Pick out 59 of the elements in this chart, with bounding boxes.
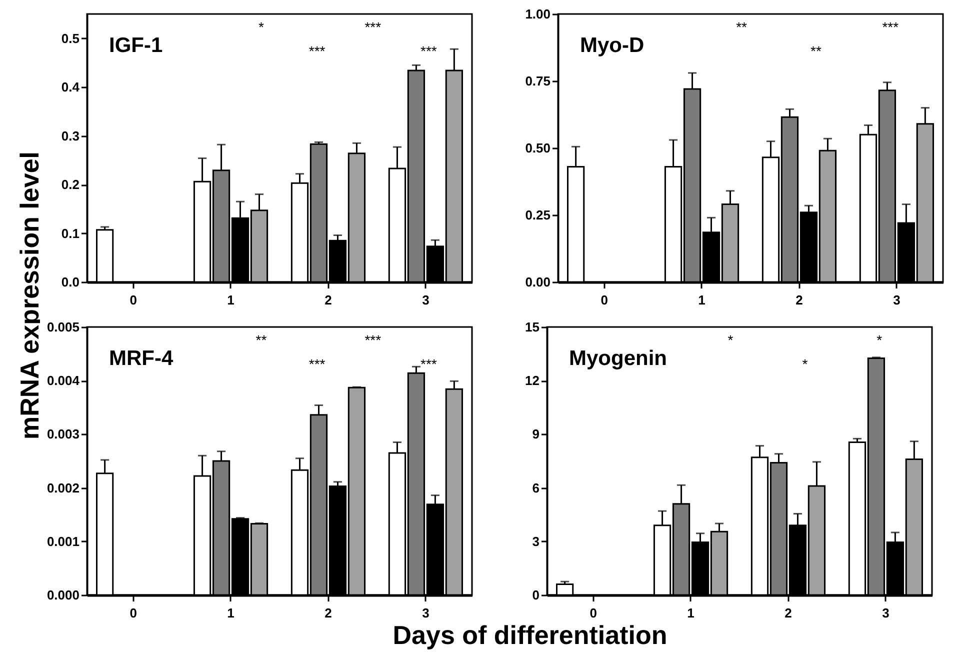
text: MRF-4 bbox=[109, 347, 174, 370]
x-tick-label: 2 bbox=[784, 606, 792, 620]
y-tick-label: 0.50 bbox=[525, 140, 550, 156]
y-tick-label: 0.25 bbox=[525, 208, 550, 222]
x-tick-label: 0 bbox=[600, 292, 608, 308]
x-tick-label: 1 bbox=[227, 606, 234, 620]
y-tick-label: 3 bbox=[532, 534, 540, 549]
x-tick-label: 2 bbox=[324, 292, 332, 308]
annotation: * bbox=[728, 332, 734, 348]
y-tick-label: 15 bbox=[525, 320, 540, 334]
y-tick-label: 12 bbox=[525, 373, 540, 388]
y-tick-label: 0.1 bbox=[61, 226, 80, 241]
text: Myogenin bbox=[569, 347, 667, 370]
annotation: *** bbox=[364, 19, 382, 35]
y-tick-label: 0 bbox=[532, 588, 540, 602]
annotation: ** bbox=[810, 43, 822, 59]
y-tick-label: 0.5 bbox=[61, 30, 80, 46]
annotation: * bbox=[876, 332, 883, 348]
x-axis-title: Days of differentiation bbox=[392, 620, 668, 651]
text: Myo-D bbox=[580, 34, 644, 57]
y-tick-label: 0.001 bbox=[46, 534, 80, 549]
x-tick-label: 2 bbox=[324, 606, 332, 620]
x-tick-label: 1 bbox=[227, 292, 234, 308]
text: IGF-1 bbox=[109, 34, 163, 57]
y-tick-label: 6 bbox=[532, 480, 540, 496]
y-tick-label: 0.005 bbox=[46, 320, 80, 334]
y-tick-label: 9 bbox=[532, 426, 540, 442]
y-tick-label: 1.00 bbox=[525, 6, 550, 22]
annotation: *** bbox=[308, 356, 326, 372]
annotation: *** bbox=[364, 332, 382, 348]
y-tick-label: 0.75 bbox=[525, 74, 550, 88]
annotation: *** bbox=[420, 356, 438, 372]
annotation: *** bbox=[420, 43, 438, 59]
x-tick-label: 1 bbox=[698, 292, 706, 308]
y-axis-title: mRNA expression level bbox=[14, 150, 46, 440]
x-tick-label: 0 bbox=[130, 292, 137, 308]
annotation: ** bbox=[256, 332, 268, 348]
x-tick-label: 0 bbox=[130, 606, 137, 620]
x-tick-label: 0 bbox=[590, 606, 597, 620]
y-tick-label: 0.003 bbox=[46, 426, 80, 442]
x-tick-label: 3 bbox=[422, 292, 430, 308]
annotation: *** bbox=[308, 43, 326, 59]
y-tick-label: 0.004 bbox=[46, 373, 80, 388]
y-tick-label: 0.000 bbox=[46, 588, 80, 602]
y-tick-label: 0.2 bbox=[61, 177, 80, 192]
x-tick-label: 3 bbox=[882, 606, 890, 620]
annotation: * bbox=[258, 19, 264, 35]
x-tick-label: 2 bbox=[796, 292, 803, 308]
y-tick-label: 0.4 bbox=[61, 80, 80, 95]
x-tick-label: 1 bbox=[687, 606, 694, 620]
annotation: ** bbox=[736, 19, 748, 35]
x-tick-label: 3 bbox=[893, 292, 900, 308]
y-tick-label: 0.002 bbox=[46, 480, 80, 496]
annotation: * bbox=[802, 356, 808, 372]
y-tick-label: 0.0 bbox=[61, 274, 80, 290]
y-tick-label: 0.00 bbox=[525, 274, 550, 290]
y-tick-label: 0.3 bbox=[61, 128, 80, 144]
annotation: *** bbox=[882, 19, 900, 35]
x-tick-label: 3 bbox=[422, 606, 430, 620]
